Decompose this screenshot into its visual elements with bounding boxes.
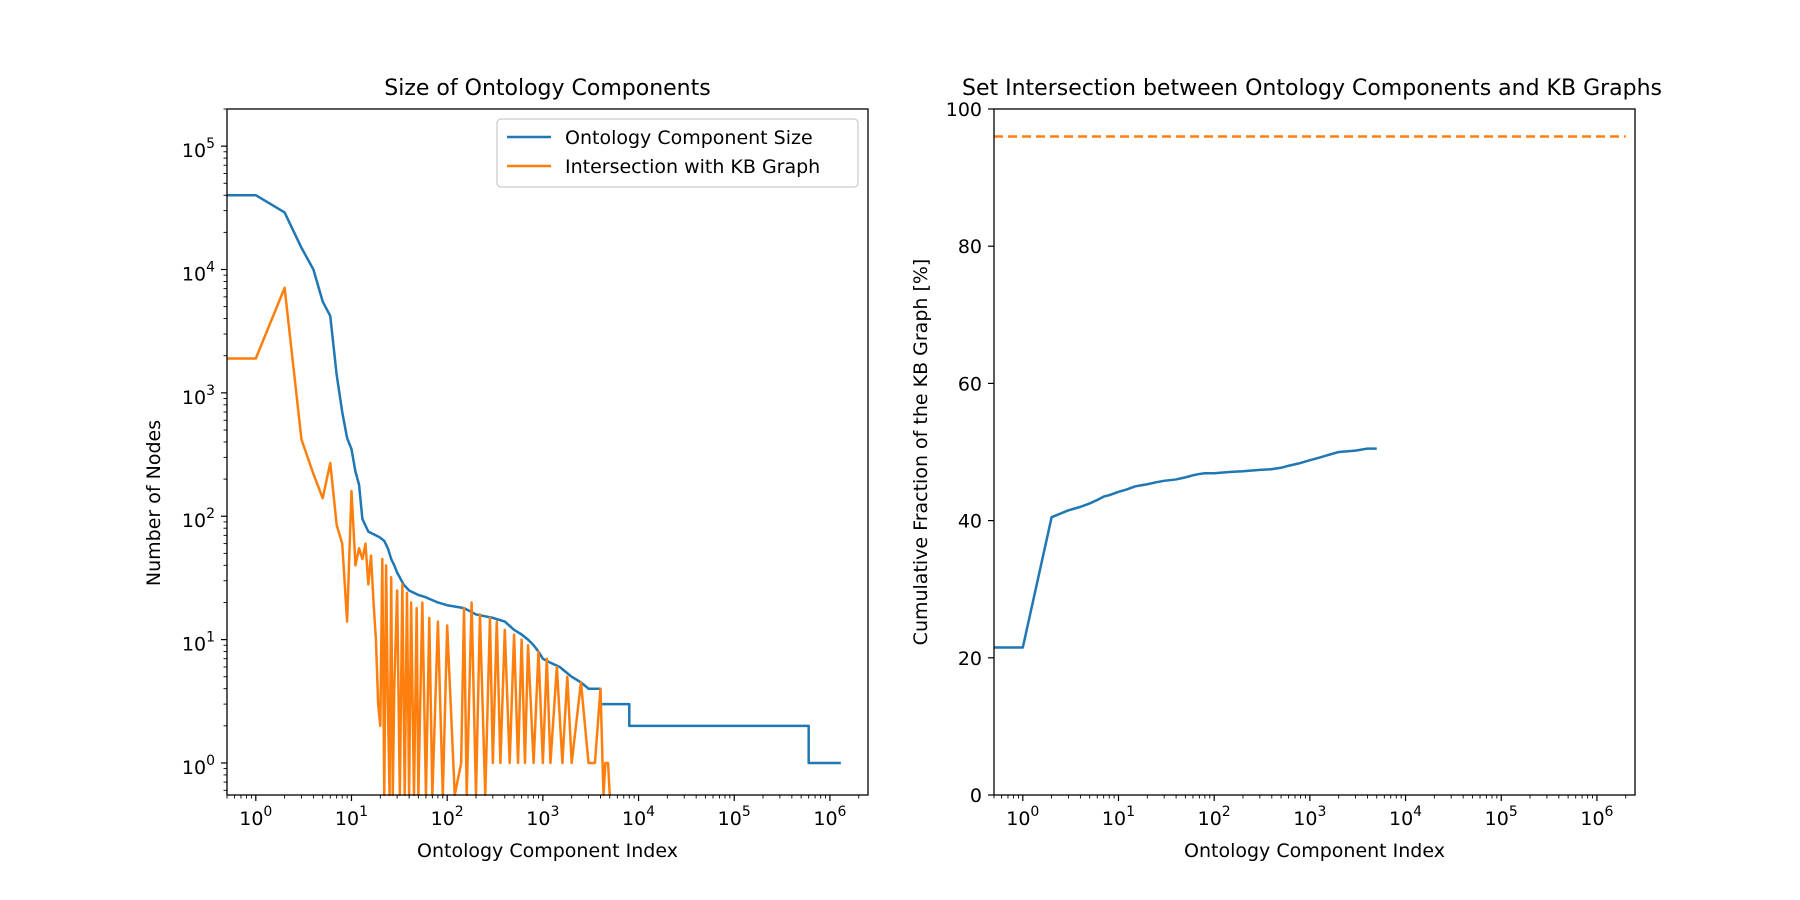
x-tick-exponent: 3 [550,804,559,820]
chart-set-intersection: Set Intersection between Ontology Compon… [910,76,1662,862]
y-axis-label: Number of Nodes [143,420,165,586]
x-tick-exponent: 4 [646,804,655,820]
x-tick-exponent: 2 [1222,804,1231,820]
x-tick-exponent: 6 [1605,804,1614,820]
x-tick-exponent: 3 [1317,804,1326,820]
y-tick-exponent: 2 [206,506,215,522]
legend: Ontology Component Size Intersection wit… [496,118,859,188]
chart-title: Set Intersection between Ontology Compon… [962,76,1662,101]
y-tick-label: 40 [958,511,982,533]
x-tick-exponent: 1 [1126,804,1135,820]
x-tick-exponent: 6 [838,804,847,820]
x-tick-exponent: 4 [1413,804,1422,820]
y-tick-exponent: 5 [206,136,215,152]
x-tick-exponent: 2 [455,804,464,820]
series-line-ontology-component-size [227,193,841,765]
y-tick-label: 80 [958,236,982,258]
y-axis-label: Cumulative Fraction of the KB Graph [%] [910,259,932,646]
x-axis-label: Ontology Component Index [1184,840,1445,862]
x-tick-label: 106 [1580,804,1613,830]
series-line-1 [994,447,1377,649]
x-tick-exponent: 0 [263,804,272,820]
y-tick-exponent: 1 [206,630,215,646]
y-tick-label: 60 [958,373,982,395]
y-tick-exponent: 0 [206,753,215,769]
x-tick-exponent: 0 [1030,804,1039,820]
x-tick-exponent: 5 [742,804,751,820]
plot-frame [226,108,869,796]
y-tick-label: 100 [946,99,982,121]
y-tick-label: 20 [958,648,982,670]
legend-box [496,118,859,188]
chart-title: Size of Ontology Components [384,76,710,101]
plot-frame [993,108,1636,796]
series-line-intersection-with-kb-graph [227,286,611,797]
x-tick-label: 104 [1389,804,1422,830]
y-tick-label: 0 [970,785,982,807]
x-tick-exponent: 1 [359,804,368,820]
y-tick-label: 102 [182,506,215,532]
y-tick-exponent: 3 [206,383,215,399]
chart-size-of-ontology-components: Size of Ontology Components Ontology Com… [143,76,869,862]
legend-entry-ontology-component-size: Ontology Component Size [565,127,813,149]
series-layer [227,193,841,797]
x-axis-label: Ontology Component Index [417,840,678,862]
x-tick-exponent: 5 [1509,804,1518,820]
series-layer [994,135,1626,649]
legend-entry-intersection-with-kb-graph: Intersection with KB Graph [565,156,820,178]
y-tick-exponent: 4 [206,260,215,276]
